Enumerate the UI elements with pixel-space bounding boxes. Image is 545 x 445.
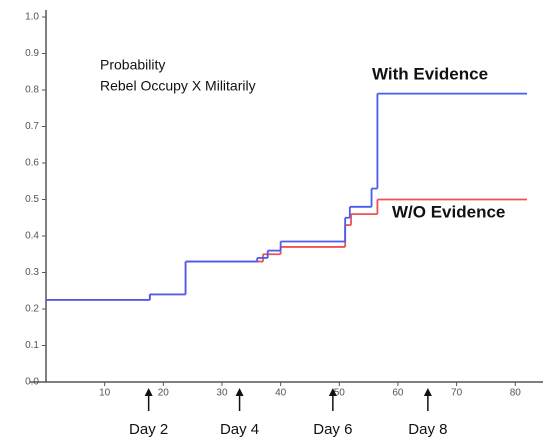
annotation: Rebel Occupy X Militarily [100, 78, 256, 94]
x-tick-label: 70 [451, 388, 463, 399]
y-tick-label: 0.9 [25, 48, 39, 59]
y-tick-label: 0.3 [25, 267, 39, 278]
x-tick-label: 40 [275, 388, 287, 399]
y-tick-label: 0.4 [25, 231, 39, 242]
y-tick-label: 0.7 [25, 121, 39, 132]
x-tick-label: 20 [158, 388, 170, 399]
y-tick-label: 0.0 [25, 377, 39, 388]
day-label: Day 6 [313, 421, 352, 438]
x-tick-label: 80 [510, 388, 522, 399]
day-label: Day 8 [408, 421, 447, 438]
annotation: Probability [100, 57, 165, 73]
y-tick-label: 0.2 [25, 304, 39, 315]
day-label: Day 2 [129, 421, 168, 438]
x-tick-label: 50 [334, 388, 346, 399]
legend-label: W/O Evidence [392, 202, 505, 221]
y-tick-label: 0.5 [25, 194, 39, 205]
day-label: Day 4 [220, 421, 259, 438]
day-arrowhead [144, 388, 153, 396]
y-tick-label: 0.8 [25, 85, 39, 96]
y-tick-label: 0.6 [25, 158, 39, 169]
y-tick-label: 0.1 [25, 340, 39, 351]
x-tick-label: 30 [216, 388, 228, 399]
day-arrowhead [235, 388, 244, 396]
day-arrowhead [423, 388, 432, 396]
x-tick-label: 10 [99, 388, 111, 399]
day-arrowhead [328, 388, 337, 396]
legend-label: With Evidence [372, 64, 488, 83]
y-tick-label: 1.0 [25, 12, 39, 23]
x-tick-label: 60 [392, 388, 404, 399]
